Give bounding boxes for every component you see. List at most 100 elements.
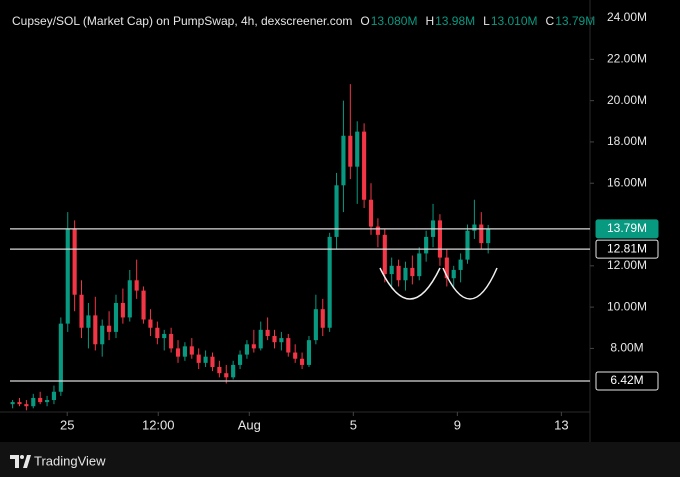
- level-label-box: [595, 371, 659, 391]
- chart-title: Cupsey/SOL (Market Cap) on PumpSwap, 4h,…: [12, 14, 352, 28]
- candle-body: [237, 354, 243, 365]
- logo-mark: [10, 455, 19, 468]
- level-label: 12.81M: [607, 241, 647, 255]
- legend-key: L: [483, 14, 490, 28]
- candle-body: [313, 309, 318, 341]
- level-label-box: [595, 239, 659, 259]
- candle-body: [65, 228, 70, 324]
- candle-body: [286, 338, 291, 353]
- candle-body: [38, 397, 43, 403]
- candle-body: [258, 329, 263, 349]
- y-tick-label: 22.00M: [607, 52, 647, 66]
- candle-body: [417, 253, 422, 277]
- candle-body: [175, 348, 181, 357]
- candle-body: [10, 402, 15, 405]
- candle-body: [410, 267, 415, 277]
- candle-body: [327, 236, 332, 328]
- y-tick-label: 8.00M: [610, 341, 643, 355]
- legend-key: C: [546, 14, 555, 28]
- candle-body: [306, 340, 312, 365]
- candle-body: [113, 302, 119, 332]
- footer-bar: [0, 442, 680, 477]
- candle-body: [300, 358, 305, 365]
- candle-body: [251, 344, 256, 349]
- candle-body: [141, 290, 146, 320]
- candle-body: [31, 397, 36, 407]
- x-tick-label: 5: [350, 417, 357, 432]
- candle-body: [196, 354, 201, 363]
- candle-body: [224, 373, 229, 378]
- x-tick-label: 12:00: [142, 417, 175, 432]
- cup-arc: [379, 267, 441, 300]
- y-tick-label: 20.00M: [607, 93, 647, 107]
- candle-body: [134, 280, 139, 291]
- candle-body: [451, 269, 456, 279]
- x-tick-label: 13: [554, 417, 568, 432]
- candle-body: [389, 265, 394, 275]
- x-tick-label: 25: [60, 417, 74, 432]
- legend-value: 13.79M: [555, 14, 595, 28]
- logo-mark: [23, 455, 31, 468]
- y-tick-label: 18.00M: [607, 134, 647, 148]
- candle-body: [86, 315, 91, 328]
- candle-body: [424, 236, 429, 254]
- candle-body: [265, 329, 270, 337]
- candle-body: [17, 402, 22, 405]
- candle-body: [155, 327, 160, 339]
- candle-body: [479, 224, 484, 244]
- legend-key: H: [425, 14, 434, 28]
- candle-body: [72, 228, 77, 295]
- candle-body: [244, 344, 250, 355]
- candle-body: [368, 199, 374, 227]
- candle-body: [107, 325, 112, 332]
- candle-body: [272, 336, 277, 343]
- candle-body: [210, 356, 215, 367]
- candle-body: [51, 391, 57, 401]
- candle-body: [458, 259, 463, 270]
- candle-body: [320, 309, 325, 328]
- candle-body: [279, 338, 284, 343]
- candle-body: [127, 280, 132, 318]
- legend-key: O: [360, 14, 369, 28]
- candle-body: [93, 315, 98, 345]
- candle-body: [231, 364, 236, 378]
- y-tick-label: 16.00M: [607, 175, 647, 189]
- y-tick-label: 24.00M: [607, 10, 647, 24]
- candle-body: [148, 319, 153, 328]
- y-tick-label: 10.00M: [607, 299, 647, 313]
- candle-body: [79, 294, 84, 328]
- candle-body: [403, 267, 408, 281]
- x-tick-label: 9: [454, 417, 461, 432]
- y-tick-label: 12.00M: [607, 258, 647, 272]
- x-tick-label: Aug: [238, 417, 261, 432]
- candle-body: [58, 323, 63, 392]
- candle-body: [182, 346, 187, 357]
- candle-body: [293, 352, 298, 359]
- candle-body: [355, 131, 360, 167]
- level-label-box: [595, 219, 659, 239]
- candle-body: [348, 135, 353, 167]
- candle-body: [100, 325, 105, 345]
- candle-body: [362, 131, 367, 200]
- logo-mark: [20, 455, 24, 459]
- candle-body: [189, 346, 194, 355]
- tradingview-logo: TradingView: [10, 453, 106, 468]
- legend-value: 13.080M: [371, 14, 418, 28]
- candle-body: [217, 366, 222, 374]
- candle-body: [375, 226, 380, 235]
- candle-body: [341, 135, 346, 186]
- legend-value: 13.98M: [435, 14, 475, 28]
- cup-arc: [442, 267, 498, 300]
- candle-body: [44, 400, 50, 403]
- candle-body: [382, 234, 387, 275]
- candle-body: [472, 224, 477, 231]
- legend-value: 13.010M: [491, 14, 538, 28]
- level-label: 6.42M: [610, 373, 643, 387]
- candle-body: [120, 302, 125, 318]
- candle-body: [203, 356, 208, 363]
- candle-body: [437, 220, 442, 258]
- candle-body: [486, 228, 491, 244]
- candle-body: [334, 185, 339, 237]
